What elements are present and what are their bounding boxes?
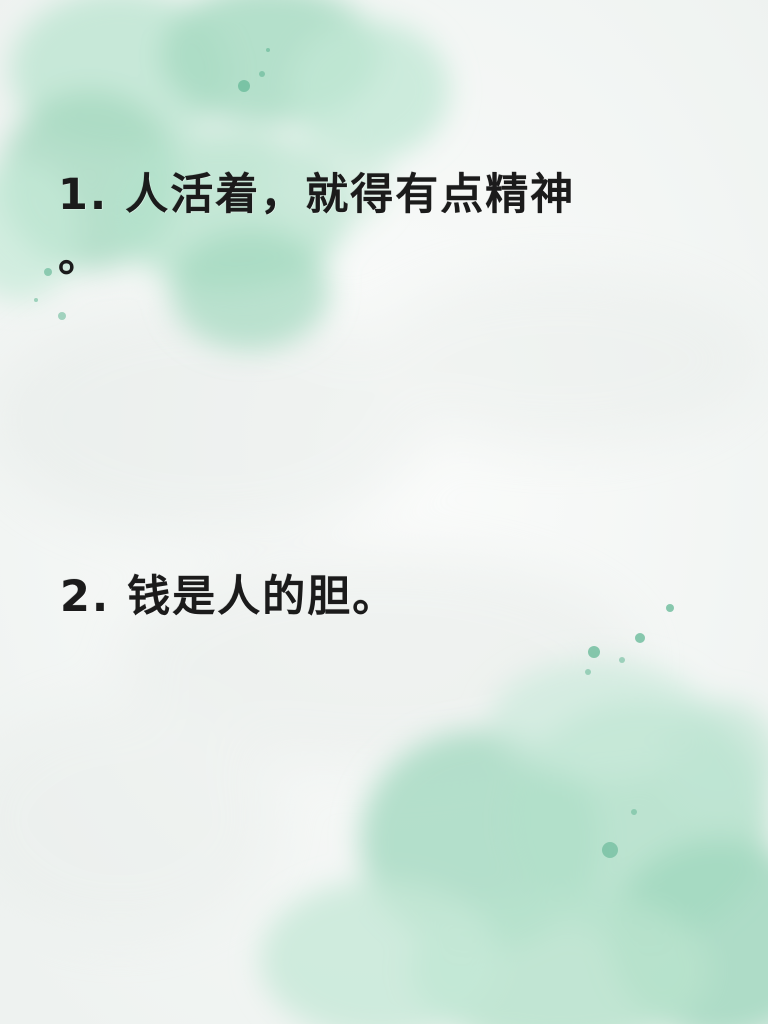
quote-line-2: 2. 钱是人的胆。	[60, 572, 398, 622]
splatter-dots	[34, 48, 674, 858]
watercolor-top-left	[0, 0, 450, 350]
quote-line-1-tail: 。	[58, 232, 101, 282]
watercolor-bottom-right	[260, 660, 768, 1024]
paper-texture	[0, 270, 760, 940]
quote-line-1: 1. 人活着，就得有点精神	[58, 170, 576, 220]
